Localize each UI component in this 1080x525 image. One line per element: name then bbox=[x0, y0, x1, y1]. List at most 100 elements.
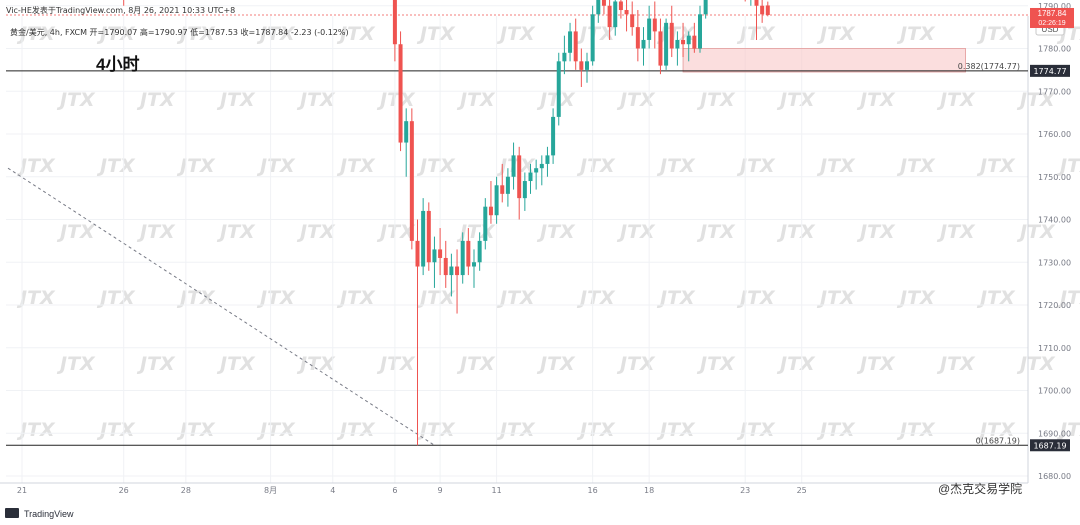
candle-body bbox=[466, 240, 471, 267]
trendline bbox=[7, 167, 435, 446]
candle-body bbox=[613, 1, 618, 28]
tradingview-brand: TradingView bbox=[24, 509, 74, 519]
candle bbox=[404, 108, 409, 177]
fib-level-label: 0.382(1774.77) bbox=[958, 62, 1020, 71]
candle bbox=[750, 0, 752, 6]
watermark-text: JTX bbox=[576, 419, 616, 441]
time-tick-label: 21 bbox=[17, 486, 27, 495]
candle bbox=[618, 0, 623, 19]
watermark-text: JTX bbox=[496, 419, 536, 441]
candle-body bbox=[765, 5, 770, 15]
candle bbox=[630, 1, 635, 36]
candle-body bbox=[669, 22, 674, 49]
candle-body bbox=[539, 163, 544, 169]
candle-body bbox=[528, 172, 533, 182]
time-tick-label: 4 bbox=[330, 486, 335, 495]
watermark-text: JTX bbox=[1056, 287, 1080, 309]
candle-body bbox=[698, 14, 702, 49]
candle bbox=[505, 168, 510, 207]
watermark-text: JTX bbox=[656, 155, 696, 177]
watermark-text: JTX bbox=[176, 155, 216, 177]
level-price-tag bbox=[1030, 64, 1070, 77]
candle bbox=[472, 249, 476, 288]
tradingview-logo[interactable]: TradingView bbox=[5, 508, 74, 519]
candle bbox=[585, 52, 589, 83]
candle-body bbox=[472, 262, 476, 267]
candle bbox=[528, 163, 533, 194]
watermark-text: JTX bbox=[416, 287, 456, 309]
watermark-text: JTX bbox=[216, 221, 256, 243]
watermark-text: JTX bbox=[696, 221, 736, 243]
candle-body bbox=[551, 116, 556, 156]
watermark-text: JTX bbox=[176, 419, 216, 441]
candle-body bbox=[443, 257, 448, 276]
watermark-text: JTX bbox=[536, 89, 576, 111]
candle-body bbox=[415, 240, 420, 267]
watermark-text: JTX bbox=[976, 287, 1016, 309]
candle bbox=[652, 1, 657, 49]
last-price-value: 1787.84 bbox=[1038, 9, 1067, 18]
level-price-tag bbox=[1030, 439, 1070, 452]
candle bbox=[635, 10, 640, 62]
candle bbox=[123, 0, 125, 6]
watermark-text: JTX bbox=[616, 221, 656, 243]
candle bbox=[765, 1, 770, 17]
candle-body bbox=[624, 10, 629, 15]
time-axis-layer: 21 26 28 8月 4 6 9 11 16 18 23 25 bbox=[17, 486, 807, 495]
watermark-text: JTX bbox=[616, 353, 656, 375]
candle-body bbox=[488, 206, 493, 216]
watermark-text: JTX bbox=[1016, 89, 1056, 111]
watermark-text: JTX bbox=[336, 287, 376, 309]
candle bbox=[398, 31, 403, 152]
watermark-text: JTX bbox=[856, 221, 896, 243]
watermark-text: JTX bbox=[616, 89, 656, 111]
candle bbox=[658, 18, 663, 75]
candle-body bbox=[607, 5, 612, 28]
candle bbox=[613, 0, 618, 36]
candle bbox=[573, 18, 578, 70]
watermark-text: JTX bbox=[776, 89, 816, 111]
candle bbox=[692, 22, 697, 53]
candle-body bbox=[647, 18, 652, 40]
candle-body bbox=[432, 249, 437, 263]
level-price-value: 1687.19 bbox=[1033, 441, 1066, 450]
watermark-text: JTX bbox=[936, 89, 976, 111]
candle-body bbox=[556, 61, 561, 117]
candle-body bbox=[522, 181, 527, 199]
candle bbox=[641, 27, 646, 66]
watermark-text: JTX bbox=[456, 221, 496, 243]
price-tick-label: 1700.00 bbox=[1038, 387, 1071, 396]
watermark-text: JTX bbox=[656, 419, 696, 441]
candle bbox=[443, 240, 448, 288]
candle bbox=[500, 163, 505, 203]
watermark-text: JTX bbox=[256, 287, 296, 309]
watermark-text: JTX bbox=[216, 353, 256, 375]
candle-body bbox=[675, 39, 680, 49]
candle bbox=[426, 202, 431, 271]
candle-body bbox=[585, 61, 589, 70]
candle-body bbox=[601, 0, 606, 6]
price-tick-label: 1780.00 bbox=[1038, 45, 1071, 54]
watermark-text: JTX bbox=[976, 23, 1016, 45]
trendline-layer bbox=[7, 167, 435, 446]
candle bbox=[703, 0, 708, 19]
candle-body bbox=[426, 210, 431, 263]
watermark-text: JTX bbox=[256, 155, 296, 177]
candle-body bbox=[760, 5, 765, 15]
candle bbox=[601, 0, 606, 15]
candle bbox=[534, 159, 539, 190]
candle bbox=[545, 146, 550, 177]
candle bbox=[681, 22, 686, 58]
watermark-text: JTX bbox=[376, 353, 416, 375]
candle-body bbox=[545, 155, 550, 164]
candle bbox=[568, 22, 573, 62]
watermark-text: JTX bbox=[816, 419, 856, 441]
candle bbox=[647, 5, 652, 49]
candle bbox=[596, 0, 601, 23]
candle bbox=[449, 253, 454, 297]
candle-body bbox=[449, 266, 454, 276]
candle bbox=[579, 48, 584, 87]
watermark-text: JTX bbox=[536, 353, 576, 375]
